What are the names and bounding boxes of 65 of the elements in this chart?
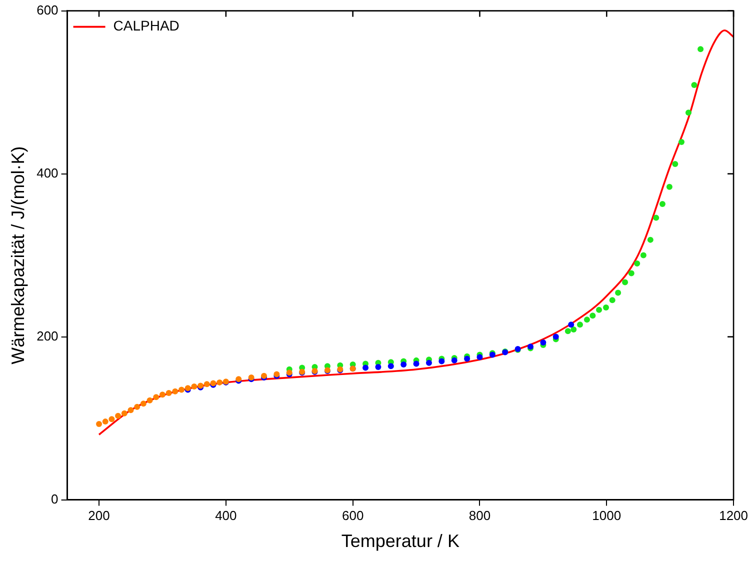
point xyxy=(568,322,574,328)
point xyxy=(375,364,382,370)
point xyxy=(634,260,640,266)
y-tick-label: 0 xyxy=(51,491,58,506)
point xyxy=(596,306,602,313)
point xyxy=(128,407,134,414)
x-axis-title: Temperatur / K xyxy=(341,531,460,552)
point xyxy=(666,184,672,190)
point xyxy=(464,356,470,362)
point xyxy=(140,400,146,407)
point xyxy=(108,416,115,422)
point xyxy=(564,328,571,334)
point xyxy=(678,139,685,146)
point xyxy=(438,358,445,364)
x-tick-label: 600 xyxy=(342,508,364,524)
x-tick-label: 400 xyxy=(215,508,237,524)
point xyxy=(115,412,122,419)
point xyxy=(476,354,483,360)
point xyxy=(153,394,160,400)
point xyxy=(672,161,678,168)
x-tick-label: 800 xyxy=(468,508,491,524)
point xyxy=(609,297,616,304)
point xyxy=(204,381,210,388)
point xyxy=(121,410,128,416)
x-tick-label: 200 xyxy=(88,508,110,524)
y-axis-title: Wärmekapazität / J/(mol·K) xyxy=(8,146,28,364)
point xyxy=(134,404,140,410)
point xyxy=(622,279,628,286)
point xyxy=(388,363,394,370)
point xyxy=(584,316,590,323)
point xyxy=(166,390,172,396)
point xyxy=(603,304,609,310)
point xyxy=(191,384,198,390)
point xyxy=(426,360,432,366)
point xyxy=(647,236,654,243)
point xyxy=(172,388,178,394)
point xyxy=(576,322,583,328)
point xyxy=(146,397,153,404)
point xyxy=(178,386,185,393)
y-tick-label: 600 xyxy=(36,2,58,18)
point xyxy=(590,312,596,319)
point xyxy=(640,252,646,258)
point xyxy=(570,326,577,332)
point xyxy=(653,214,660,221)
point xyxy=(216,379,223,386)
point xyxy=(615,290,622,296)
point xyxy=(628,270,634,276)
legend-label: CALPHAD xyxy=(113,18,180,34)
point xyxy=(691,82,698,88)
y-tick-label: 400 xyxy=(36,165,58,180)
point xyxy=(102,418,108,425)
point xyxy=(413,360,420,367)
point xyxy=(400,362,407,368)
point xyxy=(685,110,692,116)
line-series xyxy=(98,29,734,436)
x-tick-label: 1000 xyxy=(592,508,622,524)
x-tick-label: 1200 xyxy=(719,508,748,524)
point xyxy=(698,46,704,52)
point xyxy=(451,357,458,364)
point xyxy=(659,200,666,207)
point xyxy=(159,392,166,398)
point xyxy=(362,364,369,371)
point xyxy=(96,421,102,428)
point xyxy=(552,334,559,340)
y-tick-label: 200 xyxy=(36,328,58,344)
